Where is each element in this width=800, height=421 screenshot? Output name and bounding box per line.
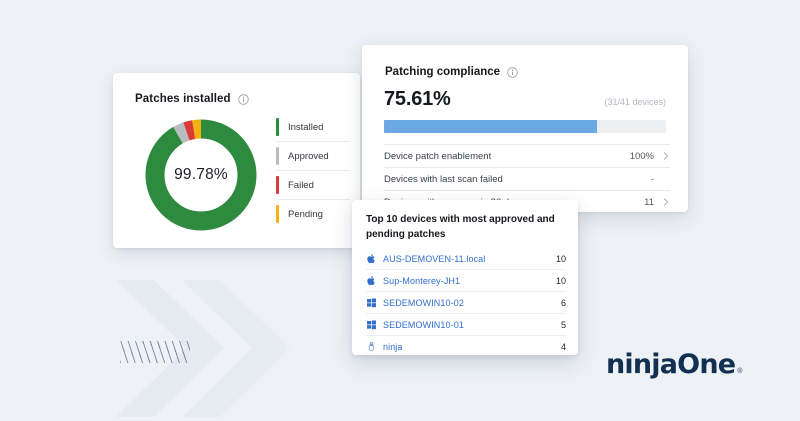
device-name[interactable]: ninja [383,341,403,352]
hatch-lines-decoration [120,341,190,363]
chevron-right-icon[interactable] [662,198,670,206]
compliance-devices-count: (31/41 devices) [604,97,666,107]
info-icon[interactable] [237,93,249,105]
patching-compliance-card: Patching compliance 75.61% (31/41 device… [362,45,688,212]
top-10-devices-card: Top 10 devices with most approved and pe… [352,200,578,355]
linux-icon [368,341,375,351]
apple-icon [367,276,375,286]
legend-item-pending[interactable]: Pending [276,200,350,228]
compliance-progress-bar [384,120,666,133]
legend-item-failed[interactable]: Failed [276,171,350,200]
legend-label-installed: Installed [288,121,324,133]
patches-installed-title: Patches installed [135,93,231,105]
device-patch-count: 5 [560,319,566,330]
chevron-decoration-left [108,276,258,421]
patching-compliance-header: Patching compliance [385,66,518,78]
registered-trademark-icon: ® [737,368,743,375]
legend-swatch-approved [276,147,279,165]
chevron-right-icon[interactable] [662,152,670,160]
donut-center-value: 99.78% [174,166,228,183]
device-patch-count: 6 [560,297,566,308]
compliance-row-value: 100% [629,150,654,162]
windows-icon [367,320,376,330]
top-10-devices-title: Top 10 devices with most approved and pe… [366,214,555,240]
ninjaone-logo: ninjaOne ® [606,349,742,380]
list-item[interactable]: Sup-Monterey-JH1 10 [366,270,566,292]
patches-installed-card: Patches installed 99.78% [113,73,360,248]
top-10-devices-list: AUS-DEMOVEN-11.local 10 Sup-Monterey-JH1… [366,248,566,355]
apple-icon [367,254,375,264]
compliance-row-label: Devices with last scan failed [384,173,503,185]
device-patch-count: 10 [555,253,566,264]
compliance-progress-fill [384,120,598,133]
legend-item-approved[interactable]: Approved [276,142,350,171]
legend-swatch-pending [276,205,279,223]
compliance-row-value: - [650,173,654,185]
patches-legend: Installed Approved Failed Pending [276,113,350,228]
device-patch-count: 4 [560,341,566,352]
patching-compliance-title: Patching compliance [385,66,501,78]
info-icon[interactable] [507,66,518,78]
legend-swatch-installed [276,118,279,136]
windows-icon [367,298,376,308]
device-patch-count: 10 [555,275,566,286]
device-name[interactable]: Sup-Monterey-JH1 [383,275,461,286]
logo-wordmark: ninjaOne [606,349,736,380]
device-name[interactable]: AUS-DEMOVEN-11.local [383,253,486,264]
legend-label-pending: Pending [288,208,323,220]
list-item[interactable]: SEDEMOWIN10-01 5 [366,314,566,336]
legend-label-failed: Failed [288,179,314,191]
legend-item-installed[interactable]: Installed [276,113,350,142]
compliance-row-label: Device patch enablement [384,150,492,162]
patches-installed-header: Patches installed [135,93,249,105]
compliance-row-value: 11 [644,196,654,208]
compliance-row-device-patch-enablement[interactable]: Device patch enablement 100% [384,144,670,167]
compliance-row-last-scan-failed[interactable]: Devices with last scan failed - [384,167,670,190]
list-item[interactable]: SEDEMOWIN10-02 6 [366,292,566,314]
compliance-percentage: 75.61% [384,88,451,110]
legend-swatch-failed [276,176,279,194]
device-name[interactable]: SEDEMOWIN10-02 [383,297,464,308]
legend-label-approved: Approved [288,150,329,162]
patches-donut-chart: 99.78% [141,115,261,235]
device-name[interactable]: SEDEMOWIN10-01 [383,319,464,330]
list-item[interactable]: AUS-DEMOVEN-11.local 10 [366,248,566,270]
list-item[interactable]: ninja 4 [366,336,566,355]
chevron-decoration-right [174,276,324,421]
